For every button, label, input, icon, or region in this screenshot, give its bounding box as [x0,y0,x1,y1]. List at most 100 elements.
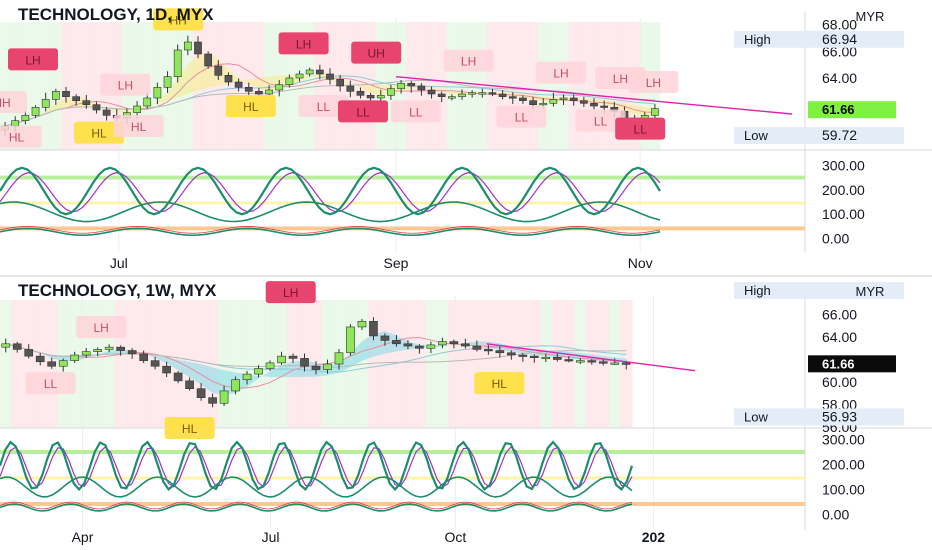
bg-zone [252,300,265,428]
candle [143,97,152,107]
candle [334,352,344,365]
bg-zone [413,300,426,428]
candle [133,105,141,113]
oscillator-signal-line [0,172,661,213]
candle [11,120,20,127]
pattern-label-box [536,61,586,84]
price-axis-tick: 58.00 [822,396,857,412]
bg-zone [390,300,403,428]
pattern-label: LL [575,109,626,132]
bg-zone [558,22,570,150]
high-tag-box [734,30,904,48]
bg-zone [91,300,104,428]
pattern-label-text: LH [25,53,40,67]
candle [288,355,298,359]
last-price-value: 61.66 [822,102,855,117]
osc-band-green [0,450,805,454]
candle [194,41,202,55]
low-tag-label: Low [744,128,768,143]
oscillator-axis-tick: 300.00 [822,432,865,448]
candle [285,77,294,85]
pattern-label: LH [278,32,329,55]
candle [387,88,395,96]
pattern-label-box [113,115,164,137]
oscillator-main-line [0,166,661,216]
bg-zone [218,300,231,428]
pattern-label-box [351,41,402,64]
oscillator-red-line [0,501,633,510]
candle [651,108,659,116]
candle [35,355,45,363]
bg-zone [241,300,254,428]
pattern-label-text: LH [553,67,568,81]
bg-zone [456,22,468,150]
candle [265,89,273,95]
weekly-currency-label[interactable]: MYR [856,284,885,299]
candle [92,104,101,111]
bg-zone [497,22,509,150]
candle [127,350,137,355]
pattern-label-text: LL [409,105,423,119]
candle [70,354,80,361]
candle [458,93,466,97]
pattern-label: LH [536,61,586,84]
time-axis-tick: Nov [628,255,653,271]
candle [12,343,22,350]
pattern-label: LH [76,315,127,338]
bg-zone [0,300,12,428]
candle [590,103,598,107]
candle [407,83,416,87]
candle [495,350,505,354]
bg-zone [20,22,31,150]
bg-zone [0,22,11,150]
bg-zone [223,22,235,150]
pattern-label-box [25,372,76,395]
candle [81,351,91,356]
bg-zone [50,22,62,150]
candle [102,109,111,116]
bg-zone [10,22,21,150]
bg-zone [528,22,539,150]
bg-zone [578,22,590,150]
pattern-label: LH [443,49,494,72]
pattern-label-box [74,121,124,144]
pattern-label: HL [74,121,124,144]
candle [397,83,405,89]
oscillator-main-line [0,440,634,492]
pattern-label-text: LL [594,115,608,129]
bg-zone [517,300,530,428]
daily-currency-label[interactable]: MYR [856,9,885,24]
oscillator-axis-tick: 100.00 [822,482,865,498]
pattern-label: LH [265,281,316,304]
bg-zone [229,300,242,428]
candle [255,91,263,95]
candle [357,321,367,328]
pattern-label-text: LL [515,111,529,125]
pattern-label-text: HH [0,96,11,110]
low-tag-box [734,127,904,145]
candle [587,360,597,363]
candle [323,363,332,370]
candle [24,349,34,357]
candle [153,87,162,99]
candle [41,99,50,108]
bg-zone [126,300,139,428]
candle [468,92,477,95]
candle [104,346,114,350]
bg-zone [588,22,600,150]
pattern-label-box [100,73,151,96]
oscillator-axis-tick: 300.00 [822,157,865,173]
pattern-label-box [265,281,316,304]
candle [518,354,528,357]
candle [564,359,574,362]
candle [204,53,213,67]
high-tag-box [734,282,904,299]
candle [541,356,551,360]
candle [478,92,487,95]
osc-band-orange [0,502,805,506]
pattern-label-text: LH [283,286,298,300]
candle [569,97,578,101]
bg-zone [448,300,461,428]
candle [231,379,240,392]
bg-zone [213,22,224,150]
